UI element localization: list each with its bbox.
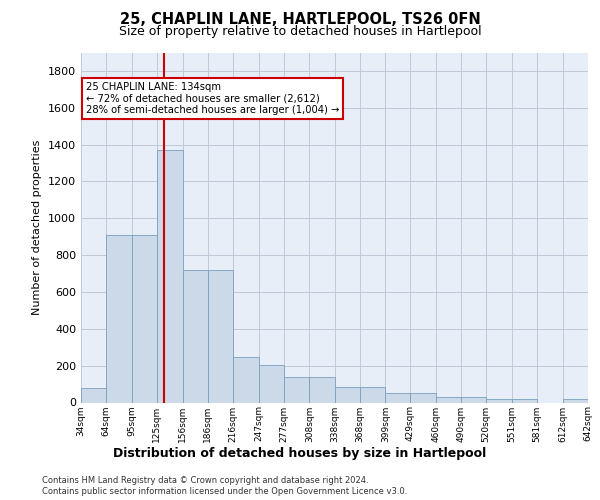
Y-axis label: Number of detached properties: Number of detached properties <box>32 140 43 315</box>
Bar <box>157 150 183 403</box>
Bar <box>132 235 157 402</box>
Bar <box>81 388 106 402</box>
Bar <box>183 270 208 402</box>
Text: Size of property relative to detached houses in Hartlepool: Size of property relative to detached ho… <box>119 25 481 38</box>
Bar <box>106 235 132 402</box>
Bar <box>512 399 537 402</box>
Bar <box>385 394 410 402</box>
Text: Distribution of detached houses by size in Hartlepool: Distribution of detached houses by size … <box>113 448 487 460</box>
Bar <box>436 397 461 402</box>
Text: Contains public sector information licensed under the Open Government Licence v3: Contains public sector information licen… <box>42 487 407 496</box>
Bar <box>410 394 436 402</box>
Bar <box>335 387 359 402</box>
Bar <box>563 399 588 402</box>
Bar <box>486 399 512 402</box>
Bar <box>208 270 233 402</box>
Bar <box>359 387 385 402</box>
Bar <box>284 376 310 402</box>
Bar <box>461 397 486 402</box>
Bar <box>259 364 284 403</box>
Text: Contains HM Land Registry data © Crown copyright and database right 2024.: Contains HM Land Registry data © Crown c… <box>42 476 368 485</box>
Text: 25, CHAPLIN LANE, HARTLEPOOL, TS26 0FN: 25, CHAPLIN LANE, HARTLEPOOL, TS26 0FN <box>119 12 481 28</box>
Text: 25 CHAPLIN LANE: 134sqm
← 72% of detached houses are smaller (2,612)
28% of semi: 25 CHAPLIN LANE: 134sqm ← 72% of detache… <box>86 82 340 115</box>
Bar <box>310 376 335 402</box>
Bar <box>233 358 259 403</box>
